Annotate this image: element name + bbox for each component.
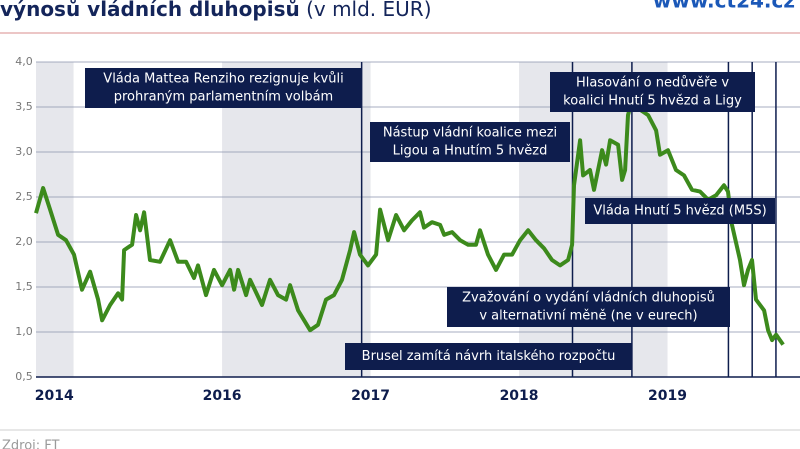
y-tick-label: 2,0 [15, 235, 33, 248]
annotation-box [550, 72, 755, 112]
x-tick-label: 2019 [648, 388, 687, 404]
x-tick-label: 2017 [351, 388, 390, 404]
annotation-box [370, 122, 570, 162]
y-tick-label: 0,5 [15, 370, 33, 383]
annotation: Brusel zamítá návrh italského rozpočtu [345, 343, 632, 370]
year-band [222, 62, 371, 377]
annotation-text: Zvažování o vydání vládních dluhopisů [462, 291, 715, 306]
annotation-text: Hlasování o nedůvěře v [576, 76, 729, 91]
annotation: Vláda Mattea Renziho rezignuje kvůli proh… [85, 68, 362, 108]
annotation-text: Ligou a Hnutím 5 hvězd [393, 144, 548, 159]
y-tick-label: 1,0 [15, 325, 33, 338]
annotation-text: prohraným parlamentním volbám [114, 90, 333, 105]
y-tick-label: 4,0 [15, 55, 33, 68]
y-tick-label: 2,5 [15, 190, 33, 203]
annotation-text: Nástup vládní koalice mezi [383, 126, 557, 141]
chart-title: výnosů vládních dluhopisů (v mld. EUR) [0, 0, 432, 21]
annotation-text: koalici Hnutí 5 hvězd a Ligy [563, 94, 742, 109]
annotation-text: Brusel zamítá návrh italského rozpočtu [362, 349, 616, 364]
x-tick-label: 2018 [500, 388, 539, 404]
source: Zdroj: FT [2, 439, 60, 449]
annotation: Hlasování o nedůvěře v koalici Hnutí 5 hv… [550, 72, 755, 112]
y-tick-label: 1,5 [15, 280, 33, 293]
data-line [34, 97, 785, 346]
x-tick-label: 2016 [203, 388, 242, 404]
annotation-box [447, 287, 730, 327]
site-url: www.ct24.cz [653, 0, 795, 13]
annotation-text: Vláda Hnutí 5 hvězd (M5S) [593, 204, 766, 219]
annotation-box [85, 68, 362, 108]
annotation-box [585, 198, 775, 224]
annotation: Nástup vládní koalice mezi Ligou a Hnutím… [370, 122, 570, 162]
x-tick-label: 2014 [35, 388, 74, 404]
annotation-text: v alternativní měně (ne v eurech) [479, 309, 697, 324]
y-tick-label: 3,0 [15, 145, 33, 158]
annotation: Zvažování o vydání vládních dluhopisů v a… [447, 287, 730, 327]
annotation-text: Vláda Mattea Renziho rezignuje kvůli [103, 72, 343, 87]
y-tick-label: 3,5 [15, 100, 33, 113]
annotation-box [345, 343, 632, 370]
annotation: Vláda Hnutí 5 hvězd (M5S) [585, 198, 775, 224]
